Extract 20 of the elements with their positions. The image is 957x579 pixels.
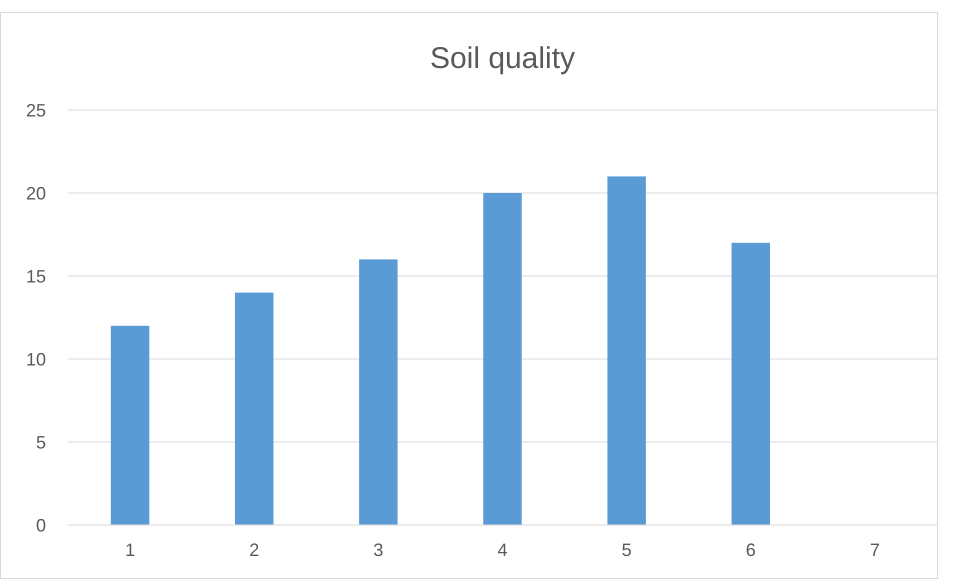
bar	[732, 242, 770, 525]
x-tick-label: 3	[373, 540, 384, 560]
y-tick-label: 0	[36, 515, 46, 536]
x-tick-label: 7	[870, 540, 880, 560]
x-tick-label: 1	[125, 540, 136, 560]
bar	[483, 193, 522, 525]
y-tick-label: 10	[26, 349, 46, 370]
bar	[359, 259, 398, 525]
bar	[110, 326, 150, 525]
y-tick-label: 15	[26, 266, 46, 286]
x-tick-label: 4	[497, 540, 508, 560]
x-tick-label: 6	[746, 540, 756, 560]
bar	[607, 176, 646, 525]
chart-title: Soil quality	[430, 42, 576, 75]
bar	[234, 292, 274, 525]
x-tick-label: 5	[622, 540, 632, 560]
x-tick-label: 2	[249, 540, 260, 560]
y-tick-label: 5	[36, 432, 46, 452]
y-tick-label: 25	[26, 100, 46, 120]
y-tick-label: 20	[26, 183, 46, 204]
